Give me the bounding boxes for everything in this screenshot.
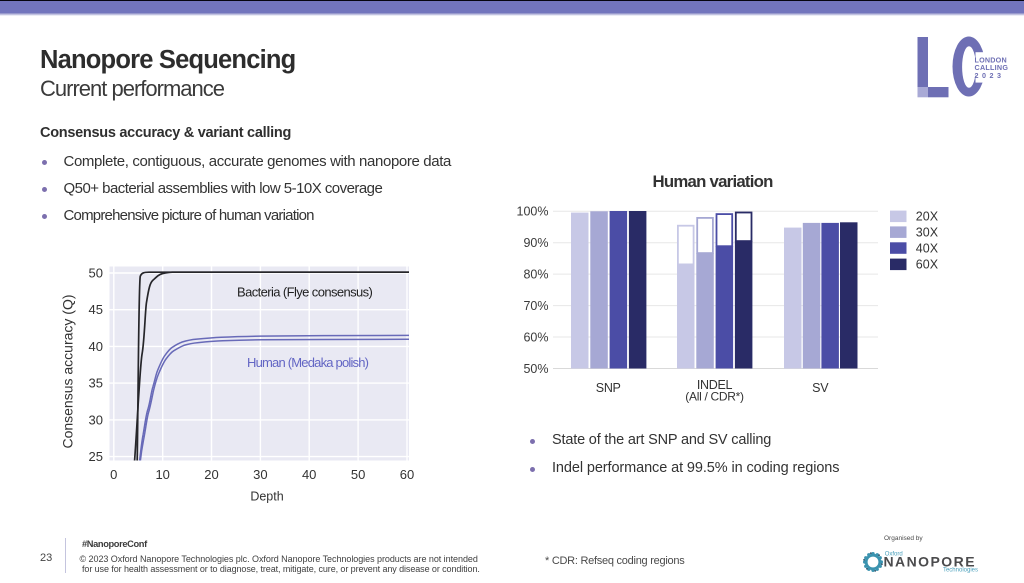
svg-text:50%: 50% <box>523 362 548 376</box>
svg-text:Depth: Depth <box>250 490 283 504</box>
svg-text:60X: 60X <box>916 258 939 272</box>
svg-text:100%: 100% <box>517 205 549 219</box>
svg-text:LONDON: LONDON <box>975 56 1007 65</box>
svg-text:Bacteria (Flye consensus): Bacteria (Flye consensus) <box>237 285 373 300</box>
svg-text:35: 35 <box>89 376 103 391</box>
svg-text:10: 10 <box>155 467 169 482</box>
svg-text:INDEL: INDEL <box>697 378 733 392</box>
svg-text:40X: 40X <box>916 241 939 255</box>
svg-text:60%: 60% <box>523 330 548 344</box>
svg-text:Human (Medaka polish): Human (Medaka polish) <box>247 355 369 370</box>
svg-text:SV: SV <box>812 381 829 395</box>
svg-text:Consensus accuracy (Q): Consensus accuracy (Q) <box>60 294 76 448</box>
svg-text:40: 40 <box>89 339 103 354</box>
svg-text:(All / CDR*): (All / CDR*) <box>685 390 744 404</box>
svg-text:50: 50 <box>89 266 103 281</box>
svg-text:NANOPORE: NANOPORE <box>884 554 977 570</box>
svg-text:Oxford: Oxford <box>885 552 903 558</box>
svg-text:50: 50 <box>351 467 365 482</box>
svg-text:25: 25 <box>89 449 103 464</box>
svg-text:45: 45 <box>89 302 103 317</box>
svg-text:40: 40 <box>302 467 316 482</box>
svg-text:SNP: SNP <box>596 381 621 395</box>
svg-text:70%: 70% <box>523 299 548 313</box>
svg-text:Technologies: Technologies <box>943 568 978 574</box>
svg-text:90%: 90% <box>523 236 548 250</box>
svg-text:30: 30 <box>89 412 103 427</box>
svg-text:60: 60 <box>400 467 414 482</box>
svg-text:0: 0 <box>110 467 117 482</box>
svg-text:CALLING: CALLING <box>975 63 1009 72</box>
svg-text:80%: 80% <box>523 267 548 281</box>
svg-text:2023: 2023 <box>975 71 1005 80</box>
svg-text:30: 30 <box>253 467 267 482</box>
svg-text:20X: 20X <box>916 210 939 224</box>
svg-text:30X: 30X <box>916 225 939 239</box>
svg-text:20: 20 <box>204 467 218 482</box>
